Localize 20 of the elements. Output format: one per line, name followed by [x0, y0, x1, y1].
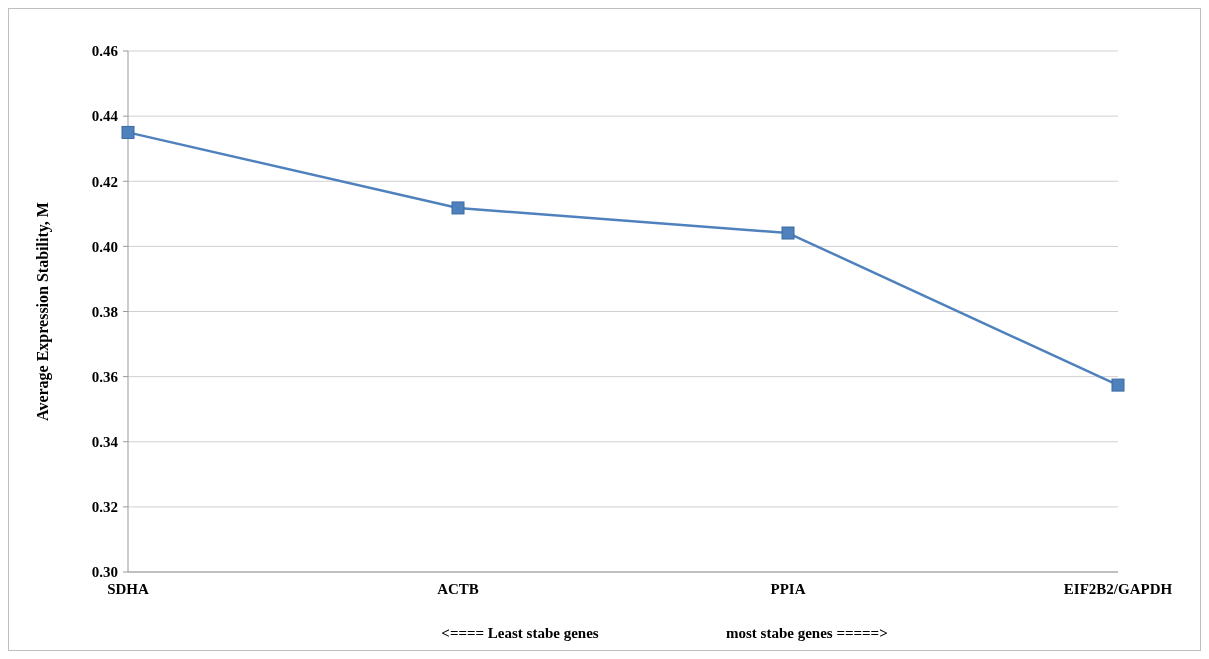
text: most stabe genes =====> — [726, 625, 888, 641]
y-tick-label: 0.34 — [91, 434, 119, 450]
y-tick-label: 0.42 — [91, 173, 118, 190]
point — [451, 201, 465, 215]
y-tick-label: 0.36 — [91, 368, 119, 385]
point — [781, 226, 795, 240]
y-tick-label: 0.30 — [91, 564, 118, 581]
y-tick-label: 0.32 — [91, 499, 118, 516]
text: <==== Least stabe genes — [441, 625, 599, 641]
x-tick-label: PPIA — [770, 581, 806, 597]
y-tick-label: 0.38 — [91, 303, 118, 320]
y-tick-label: 0.46 — [91, 43, 119, 60]
y-axis-title: Average Expression Stability, M — [34, 202, 52, 421]
y-tick-label: 0.44 — [91, 108, 119, 125]
y-tick-label: 0.40 — [91, 238, 118, 255]
x-tick-label: ACTB — [437, 581, 479, 597]
point — [121, 125, 135, 139]
point — [1111, 378, 1125, 392]
x-tick-label: SDHA — [107, 581, 149, 597]
x-tick-label: EIF2B2/GAPDH — [1063, 581, 1173, 597]
